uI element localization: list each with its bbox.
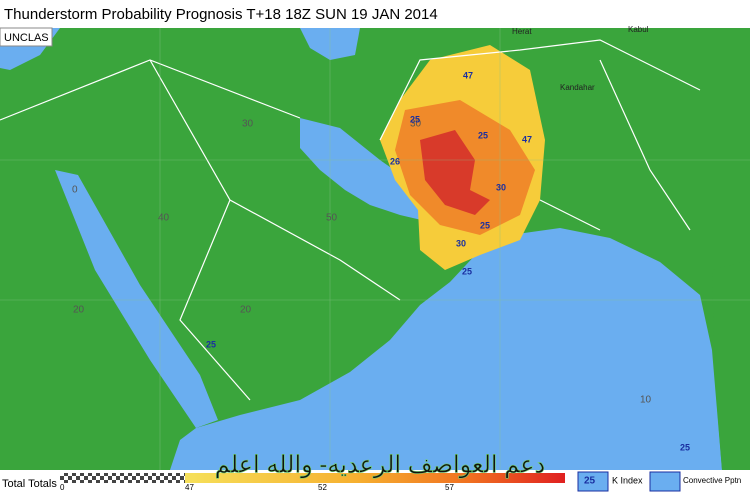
labels: Herat Kabul Kandahar 30 30 40 50 20 20 10 0 47 25 25 2… bbox=[72, 25, 690, 452]
contour-label: 25 bbox=[462, 266, 472, 276]
storm-zone-high bbox=[420, 130, 490, 215]
place-label: Herat bbox=[512, 27, 532, 36]
scale-tick-label: 47 bbox=[185, 483, 194, 492]
convective-swatch bbox=[649, 471, 681, 492]
borders bbox=[0, 39, 701, 401]
grid-label: 40 bbox=[158, 213, 170, 224]
grid-label: 20 bbox=[240, 305, 252, 316]
grid-label: 20 bbox=[73, 305, 85, 316]
k-index-swatch bbox=[577, 471, 609, 492]
grid-label: 50 bbox=[326, 213, 338, 224]
scale-tick-label: 52 bbox=[318, 483, 327, 492]
grid-label: 0 bbox=[72, 185, 78, 196]
grid-label: 10 bbox=[640, 395, 652, 406]
scale-ticks: 0 47 52 57 bbox=[60, 483, 454, 492]
scale-color bbox=[185, 473, 565, 483]
land bbox=[712, 260, 750, 470]
graticule bbox=[0, 28, 750, 470]
red-sea bbox=[55, 170, 218, 428]
title-bar bbox=[0, 0, 490, 28]
grid-label: 30 bbox=[410, 119, 422, 130]
title: Thunderstorm Probability Prognosis T+18 … bbox=[4, 6, 438, 23]
scale-low bbox=[60, 473, 185, 483]
classification-box bbox=[0, 27, 53, 47]
k-index-sample: 25 bbox=[584, 476, 596, 487]
legend-title: Total Totals bbox=[2, 478, 57, 490]
contour-label: 25 bbox=[206, 339, 216, 349]
place-label: Kabul bbox=[628, 25, 649, 34]
grid-label: 30 bbox=[242, 119, 254, 130]
contour-label: 47 bbox=[463, 70, 473, 80]
scale-tick-label: 0 bbox=[60, 483, 65, 492]
place-label: Kandahar bbox=[560, 83, 595, 92]
classification: UNCLAS bbox=[4, 32, 49, 44]
scale-tick-label: 57 bbox=[445, 483, 454, 492]
k-index-label: K Index bbox=[612, 475, 643, 485]
caption: دعم العواصف الرعديه- والله اعلم bbox=[215, 451, 545, 478]
arabian-sea bbox=[170, 228, 722, 470]
contour-label: 30 bbox=[496, 182, 506, 192]
convective-label: Convective Pptn bbox=[683, 476, 741, 485]
contour-label: 25 bbox=[480, 220, 490, 230]
legend: Total Totals 0 47 52 57 دعم العواصف الرعديه… bbox=[0, 451, 750, 493]
contour-label: 26 bbox=[390, 156, 400, 166]
contour-label: 30 bbox=[456, 238, 466, 248]
contour-label: 25 bbox=[410, 114, 420, 124]
map bbox=[0, 28, 750, 470]
contour-label: 47 bbox=[522, 134, 532, 144]
contour-label: 25 bbox=[680, 442, 690, 452]
contour-label: 25 bbox=[478, 130, 488, 140]
